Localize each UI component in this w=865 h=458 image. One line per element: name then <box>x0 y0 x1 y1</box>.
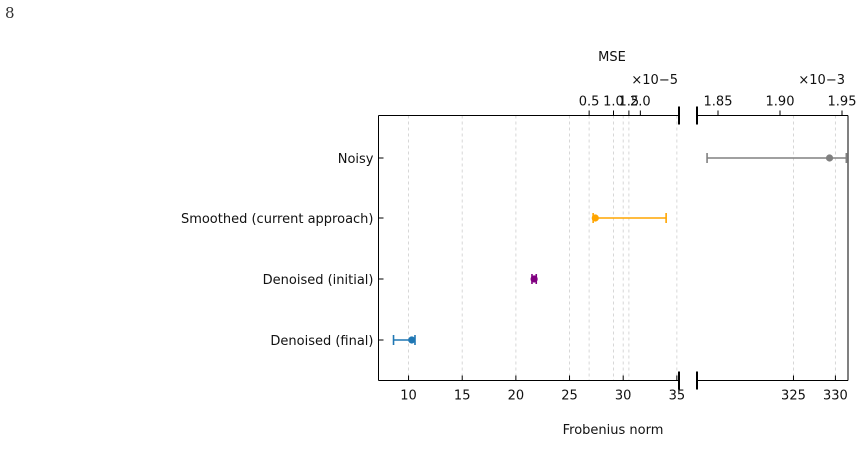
bottom-tick-label-15: 15 <box>454 389 471 404</box>
top-tick-label-1.95: 1.95 <box>828 95 857 110</box>
grid-lines <box>408 115 836 381</box>
page-number: 8 <box>5 4 15 22</box>
category-label-3: Denoised (final) <box>270 334 373 349</box>
x-axis-label: Frobenius norm <box>563 423 664 438</box>
data-point-0 <box>825 154 834 162</box>
top-tick-label-1.0: 1.0 <box>603 95 624 110</box>
data-point-2 <box>530 275 538 283</box>
top-tick-label-0.5: 0.5 <box>579 95 600 110</box>
category-label-2: Denoised (initial) <box>263 273 374 288</box>
category-label-0: Noisy <box>338 152 374 167</box>
bottom-tick-label-325: 325 <box>781 389 806 404</box>
tick-marks <box>378 110 843 381</box>
bottom-tick-label-25: 25 <box>561 389 578 404</box>
data-point-3 <box>408 336 416 344</box>
top-tick-label-1.90: 1.90 <box>766 95 795 110</box>
top-axis-label: MSE <box>598 50 626 65</box>
bottom-tick-label-10: 10 <box>400 389 417 404</box>
bottom-tick-label-330: 330 <box>823 389 848 404</box>
mse-right-multiplier: ×10−3 <box>798 73 845 88</box>
top-tick-label-1.5: 1.5 <box>619 95 640 110</box>
data-points <box>392 153 848 345</box>
top-tick-label-1.85: 1.85 <box>704 95 733 110</box>
data-point-1 <box>591 214 599 222</box>
bottom-tick-label-30: 30 <box>615 389 632 404</box>
category-label-1: Smoothed (current approach) <box>181 212 374 227</box>
mse-left-multiplier: ×10−5 <box>631 73 678 88</box>
bottom-tick-label-20: 20 <box>508 389 525 404</box>
top-tick-label-2.0: 2.0 <box>630 95 651 110</box>
bottom-tick-label-35: 35 <box>669 389 686 404</box>
